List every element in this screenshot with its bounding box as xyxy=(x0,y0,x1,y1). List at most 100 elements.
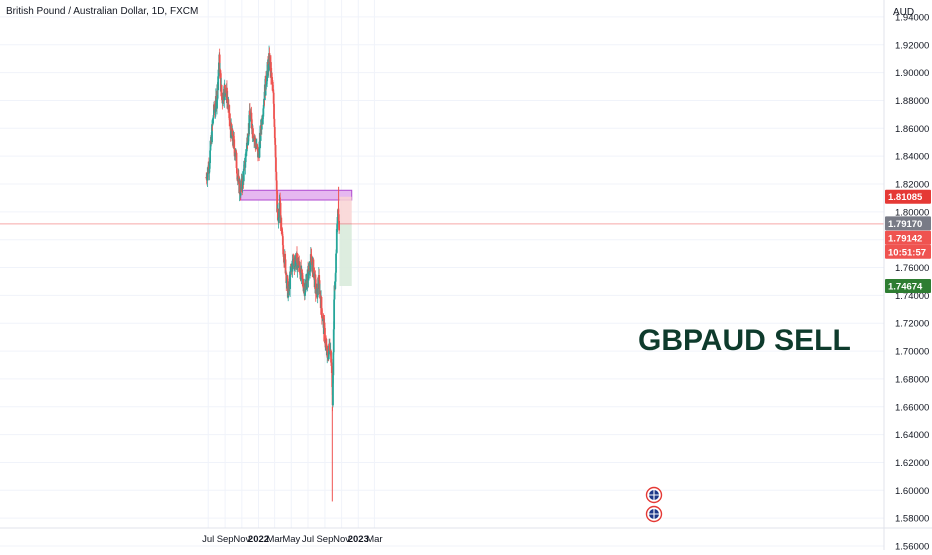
price-tick-label: 1.56000 xyxy=(895,542,929,551)
candle-body xyxy=(228,105,231,119)
countdown-tag-label: 10:51:57 xyxy=(888,247,926,258)
candle-body xyxy=(262,104,265,109)
candle-body xyxy=(273,118,276,128)
candle-body xyxy=(209,150,212,164)
candle-body xyxy=(324,327,326,344)
price-tick-label: 1.70000 xyxy=(895,347,929,358)
take-profit-zone xyxy=(339,223,352,287)
candle xyxy=(338,214,340,234)
price-tick-label: 1.68000 xyxy=(895,374,929,385)
symbol-title: British Pound / Australian Dollar, 1D, F… xyxy=(6,6,199,17)
candle-body xyxy=(241,175,244,189)
candlestick-series[interactable] xyxy=(205,45,340,502)
current-price-tag-bg xyxy=(885,216,931,231)
price-tick-label: 1.82000 xyxy=(895,180,929,191)
candle-body xyxy=(312,259,315,278)
annotation-text: GBPAUD SELL xyxy=(638,324,851,357)
price-tick-label: 1.64000 xyxy=(895,430,929,441)
candle-body xyxy=(267,58,270,72)
time-tick-label: Mar xyxy=(266,534,282,545)
candle-body xyxy=(287,292,290,298)
candle-body xyxy=(274,144,277,158)
candle xyxy=(250,106,253,120)
event-flag-icon[interactable] xyxy=(645,486,663,504)
currency-label: AUD xyxy=(893,7,914,18)
event-flag-icon[interactable] xyxy=(645,505,663,523)
candle-body xyxy=(335,253,337,273)
target-price-tag-label: 1.74674 xyxy=(888,282,923,293)
candle-body xyxy=(208,163,211,169)
time-tick-label: 2023 xyxy=(348,534,369,545)
candle-body xyxy=(278,202,281,218)
candle-body xyxy=(338,220,340,231)
candle-body xyxy=(276,208,279,220)
countdown-tag-bg xyxy=(885,244,931,259)
price-tick-label: 1.72000 xyxy=(895,319,929,330)
time-tick-label: Nov xyxy=(233,534,250,545)
candle-body xyxy=(242,168,245,182)
event-markers[interactable] xyxy=(645,486,663,523)
price-tick-label: 1.88000 xyxy=(895,96,929,107)
candle xyxy=(270,55,272,85)
candle-body xyxy=(307,266,310,281)
price-tags: 1.81085 1.79170 1.79142 10:51:57 1.74674 xyxy=(885,189,931,294)
candle-body xyxy=(330,350,332,363)
price-tick-label: 1.60000 xyxy=(895,486,929,497)
candle-body xyxy=(335,228,338,253)
candle-body xyxy=(272,92,275,104)
candle-body xyxy=(323,322,326,328)
candle-body xyxy=(301,269,303,273)
candle-body xyxy=(265,84,268,86)
price-tick-label: 1.76000 xyxy=(895,263,929,274)
candle-body xyxy=(304,283,307,293)
candle xyxy=(332,350,335,384)
price-tick-label: 1.80000 xyxy=(895,207,929,218)
candle-body xyxy=(334,272,337,282)
event-flag-cross xyxy=(649,509,659,519)
time-tick-label: Sep xyxy=(316,534,333,545)
candle-body xyxy=(279,202,282,223)
candle-body xyxy=(220,84,223,97)
overlay-layer xyxy=(0,189,884,287)
candle-body xyxy=(252,128,254,138)
current-price-tag-label: 1.79170 xyxy=(888,219,922,230)
candle-body xyxy=(209,140,212,151)
last-price-tag-label: 1.79142 xyxy=(888,233,922,244)
time-tick-label: Jul xyxy=(302,534,314,545)
candle-body xyxy=(230,123,233,131)
candle-body xyxy=(235,152,238,169)
price-tick-label: 1.92000 xyxy=(895,40,929,51)
candle xyxy=(275,152,277,175)
candle-body xyxy=(298,261,301,266)
candle-body xyxy=(284,253,287,260)
price-tick-label: 1.90000 xyxy=(895,68,929,79)
time-tick-label: Sep xyxy=(217,534,234,545)
price-tick-label: 1.84000 xyxy=(895,152,929,163)
price-tick-label: 1.94000 xyxy=(895,12,929,23)
time-tick-label: Jul xyxy=(202,534,214,545)
candle-body xyxy=(276,190,278,212)
candle-body xyxy=(244,162,247,168)
candle-body xyxy=(332,375,334,406)
candle-body xyxy=(211,124,213,143)
candle-body xyxy=(250,112,253,120)
candle-body xyxy=(275,157,277,172)
candle-body xyxy=(219,70,222,74)
resistance-price-tag-bg xyxy=(885,189,931,204)
candle-body xyxy=(250,119,253,129)
candle-body xyxy=(320,296,323,309)
price-tick-label: 1.74000 xyxy=(895,291,929,302)
stop-loss-zone xyxy=(339,196,352,224)
candle-body xyxy=(284,259,287,274)
candle-body xyxy=(223,86,226,101)
candle-body xyxy=(258,141,261,158)
target-price-tag-bg xyxy=(885,279,931,294)
candle-body xyxy=(217,76,220,91)
candle-body xyxy=(256,146,259,148)
candle-body xyxy=(274,138,277,145)
last-price-tag-bg xyxy=(885,230,931,245)
price-tick-label: 1.66000 xyxy=(895,402,929,413)
candle-body xyxy=(224,89,227,96)
